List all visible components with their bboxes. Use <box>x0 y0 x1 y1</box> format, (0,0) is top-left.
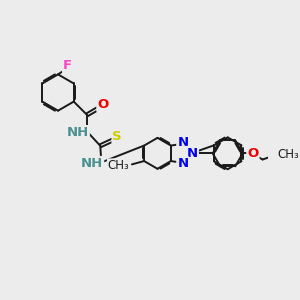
Text: F: F <box>63 59 72 72</box>
Text: N: N <box>177 158 188 170</box>
Text: CH₃: CH₃ <box>278 148 299 161</box>
Text: NH: NH <box>67 126 89 139</box>
Text: NH: NH <box>81 157 103 170</box>
Text: N: N <box>187 147 198 160</box>
Text: N: N <box>177 136 188 149</box>
Text: CH₃: CH₃ <box>107 159 129 172</box>
Text: O: O <box>97 98 109 111</box>
Text: O: O <box>247 147 259 160</box>
Text: S: S <box>112 130 122 143</box>
